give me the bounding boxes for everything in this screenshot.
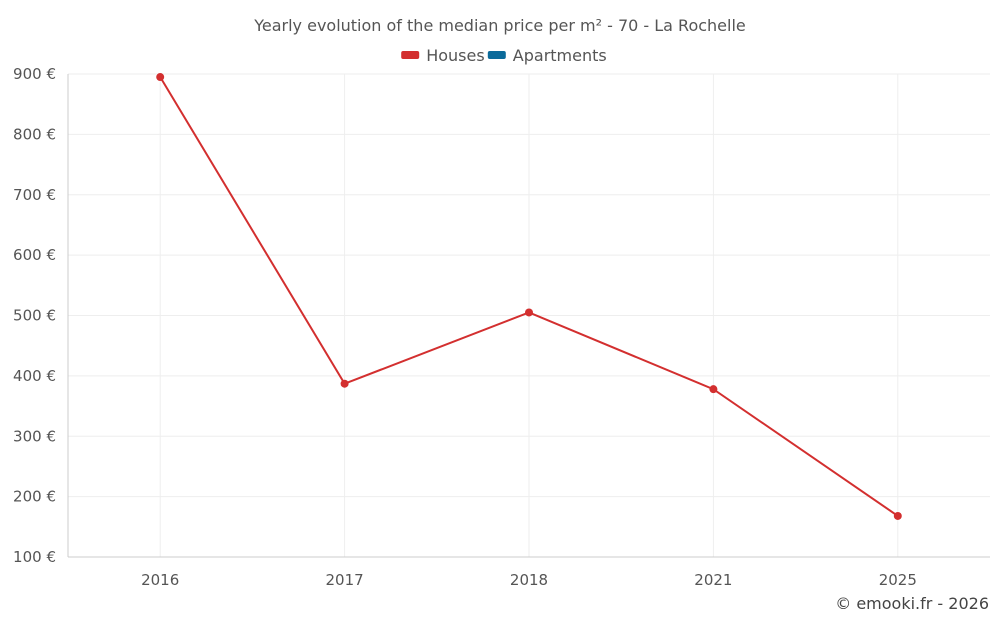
y-axis-tick-labels: 100 € 200 € 300 € 400 € 500 € 600 € 700 € 800 €… xyxy=(13,65,56,566)
legend-label: Houses xyxy=(426,46,484,65)
series-layer xyxy=(156,73,902,520)
y-tick-label: 500 € xyxy=(13,307,56,325)
y-tick-label: 100 € xyxy=(13,548,56,566)
legend-item-houses[interactable]: Houses xyxy=(401,46,485,65)
y-tick-label: 400 € xyxy=(13,367,56,385)
data-point-houses[interactable] xyxy=(893,511,902,520)
data-point-houses[interactable] xyxy=(709,385,718,394)
legend-label: Apartments xyxy=(513,46,607,65)
legend-swatch xyxy=(401,51,420,59)
x-axis-tick-labels: 2016 2017 2018 2021 2025 xyxy=(141,571,917,589)
chart-title: Yearly evolution of the median price per… xyxy=(253,16,746,35)
legend-item-apartments[interactable]: Apartments xyxy=(487,46,607,65)
y-tick-label: 800 € xyxy=(13,125,56,143)
x-tick-label: 2018 xyxy=(510,571,548,589)
x-tick-label: 2021 xyxy=(694,571,732,589)
data-point-houses[interactable] xyxy=(156,73,165,82)
chart-credit[interactable]: © emooki.fr - 2026 xyxy=(835,594,989,613)
y-tick-label: 300 € xyxy=(13,427,56,445)
data-point-houses[interactable] xyxy=(525,308,533,317)
y-tick-label: 200 € xyxy=(13,488,56,506)
x-tick-label: 2025 xyxy=(879,571,917,589)
y-tick-label: 900 € xyxy=(13,65,56,83)
y-tick-label: 700 € xyxy=(13,186,56,204)
legend: Houses Apartments xyxy=(401,46,607,65)
x-tick-label: 2017 xyxy=(326,571,364,589)
x-tick-label: 2016 xyxy=(141,571,179,589)
data-point-houses[interactable] xyxy=(340,379,349,388)
y-tick-label: 600 € xyxy=(13,246,56,264)
legend-swatch xyxy=(487,51,506,59)
